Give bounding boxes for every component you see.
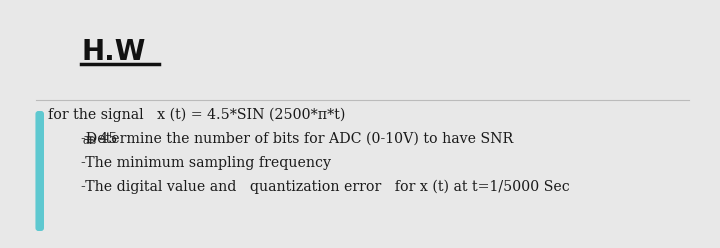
Text: = 45: = 45	[83, 132, 117, 146]
Text: -Determine the number of bits for ADC (0-10V) to have SNR: -Determine the number of bits for ADC (0…	[0, 247, 1, 248]
Text: dB: dB	[82, 137, 96, 146]
Text: -The minimum sampling frequency: -The minimum sampling frequency	[81, 156, 331, 170]
FancyBboxPatch shape	[35, 111, 44, 231]
Text: -Determine the number of bits for ADC (0-10V) to have SNR: -Determine the number of bits for ADC (0…	[81, 132, 513, 146]
Text: for the signal   x (t) = 4.5*SIN (2500*π*t): for the signal x (t) = 4.5*SIN (2500*π*t…	[48, 108, 345, 123]
Text: H.W: H.W	[81, 38, 145, 66]
Text: -The digital value and   quantization error   for x (t) at t=1/5000 Sec: -The digital value and quantization erro…	[81, 180, 570, 194]
Text: dB: dB	[0, 247, 1, 248]
